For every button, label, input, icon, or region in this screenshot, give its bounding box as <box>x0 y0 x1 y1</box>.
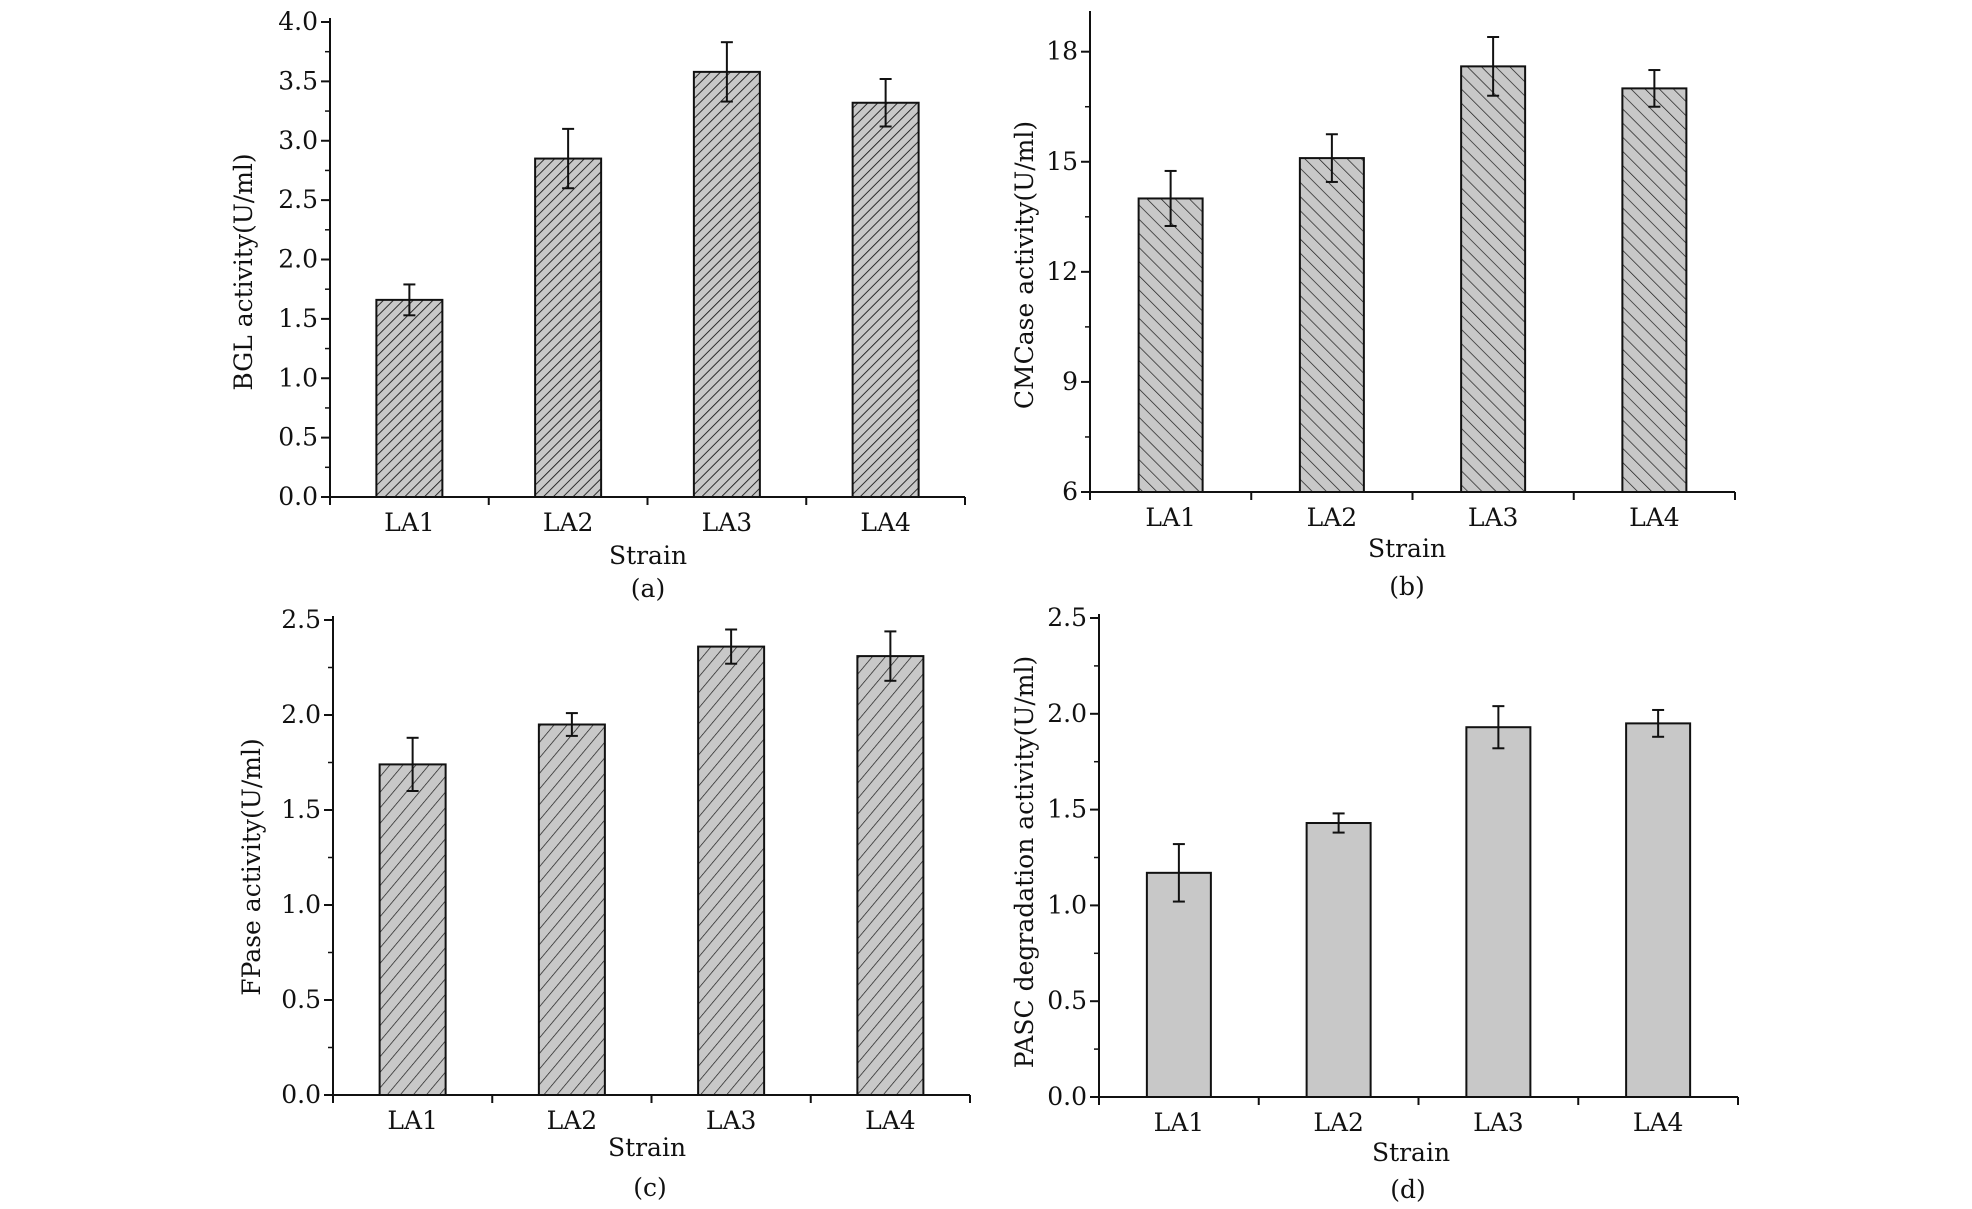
panel-d-panel-label: (d) <box>1390 1175 1426 1204</box>
panel-c-errorbars <box>406 628 897 792</box>
panel-b-bar-la3 <box>1460 65 1527 493</box>
panel-c-bar-la2 <box>537 723 606 1096</box>
panel-b-ytick-label: 12 <box>1046 257 1078 286</box>
panel-d-bars <box>1145 722 1692 1099</box>
panel-d-category-label: LA2 <box>1313 1108 1364 1137</box>
panel-c-ytick-label: 1.0 <box>281 890 321 919</box>
panel-b-errorbars <box>1164 36 1661 227</box>
panel-a-panel-label: (a) <box>631 574 665 603</box>
panel-b-xticks: LA1 LA2 LA3 LA4 <box>1089 492 1736 532</box>
panel-c-ytick-label: 0.0 <box>281 1080 321 1109</box>
panel-d-ytick-label: 2.0 <box>1047 699 1087 728</box>
panel-a-ylabel: BGL activity(U/ml) <box>229 153 258 390</box>
panel-c-ytick-label: 1.5 <box>281 795 321 824</box>
panel-d-category-label: LA4 <box>1633 1108 1684 1137</box>
panel-a-ytick-label: 2.0 <box>278 245 318 274</box>
panel-b-bar-la1 <box>1137 197 1204 493</box>
panel-b-category-label: LA1 <box>1145 503 1196 532</box>
panel-d-ytick-label: 0.0 <box>1047 1082 1087 1111</box>
panel-b-xlabel: Strain <box>1368 534 1446 563</box>
panel-a-xticks: LA1 LA2 LA3 LA4 <box>329 497 966 537</box>
panel-b-category-label: LA3 <box>1468 503 1519 532</box>
panel-d-bar-la1 <box>1145 871 1212 1098</box>
panel-a-ytick-label: 3.0 <box>278 126 318 155</box>
panel-d-xlabel: Strain <box>1372 1138 1450 1167</box>
panel-d-bar-la3 <box>1465 726 1532 1098</box>
panel-c-xlabel: Strain <box>608 1133 686 1162</box>
panel-c-bar-la4 <box>856 655 925 1096</box>
panel-b-bars <box>1137 65 1688 493</box>
panel-d-category-label: LA3 <box>1473 1108 1524 1137</box>
panel-d-bar-la4 <box>1625 722 1692 1098</box>
panel-a-bar-la3 <box>692 70 761 498</box>
panel-b: 6 9 12 15 18 LA1 LA2 LA3 LA4 Strain CMCase acti… <box>1010 11 1736 601</box>
panel-a-bar-la4 <box>851 101 920 498</box>
panel-a-category-label: LA3 <box>702 508 753 537</box>
panel-d-ytick-label: 1.0 <box>1047 890 1087 919</box>
panel-a-ytick-label: 4.0 <box>278 7 318 36</box>
panel-a-ytick-label: 0.0 <box>278 482 318 511</box>
panel-c-ytick-label: 2.5 <box>281 605 321 634</box>
panel-a-ytick-label: 2.5 <box>278 185 318 214</box>
panel-a-ytick-label: 3.5 <box>278 66 318 95</box>
panel-b-ytick-label: 18 <box>1046 37 1078 66</box>
panel-c-panel-label: (c) <box>633 1173 667 1202</box>
panel-d-bar-la2 <box>1305 822 1372 1099</box>
panel-c-category-label: LA4 <box>865 1106 916 1135</box>
panel-a-category-label: LA1 <box>384 508 435 537</box>
panel-c-category-label: LA3 <box>706 1106 757 1135</box>
panel-b-ytick-label: 6 <box>1062 477 1078 506</box>
panel-d-errorbars <box>1172 705 1665 903</box>
panel-b-panel-label: (b) <box>1389 572 1425 601</box>
panel-b-ytick-label: 15 <box>1046 147 1078 176</box>
panel-b-category-label: LA2 <box>1307 503 1358 532</box>
panel-a: 0.0 0.5 1.0 1.5 2.0 2.5 3.0 3.5 4.0 LA1 LA2 LA3 LA4… <box>229 7 966 603</box>
panel-a-ytick-label: 0.5 <box>278 423 318 452</box>
panel-b-category-label: LA4 <box>1629 503 1680 532</box>
panel-a-bars <box>375 70 920 498</box>
panel-c-ytick-label: 2.0 <box>281 700 321 729</box>
panel-a-category-label: LA2 <box>543 508 594 537</box>
panel-c-ytick-label: 0.5 <box>281 985 321 1014</box>
panel-b-ylabel: CMCase activity(U/ml) <box>1010 121 1039 409</box>
panel-d-category-label: LA1 <box>1154 1108 1205 1137</box>
panel-a-bar-la1 <box>375 298 444 498</box>
panel-d-yticks: 0.0 0.5 1.0 1.5 2.0 2.5 <box>1047 603 1099 1111</box>
panel-a-ytick-label: 1.0 <box>278 363 318 392</box>
panel-a-ytick-label: 1.5 <box>278 304 318 333</box>
panel-d-ytick-label: 2.5 <box>1047 603 1087 632</box>
panel-c: 0.0 0.5 1.0 1.5 2.0 2.5 LA1 LA2 LA3 LA4 Strain F… <box>237 605 971 1202</box>
panel-d-ylabel: PASC degradation activity(U/ml) <box>1010 656 1039 1068</box>
panel-c-category-label: LA2 <box>547 1106 598 1135</box>
panel-d-ytick-label: 1.5 <box>1047 795 1087 824</box>
panel-d-xticks: LA1 LA2 LA3 LA4 <box>1098 1097 1739 1137</box>
panel-c-yticks: 0.0 0.5 1.0 1.5 2.0 2.5 <box>281 605 333 1109</box>
panel-c-ylabel: FPase activity(U/ml) <box>237 738 266 995</box>
panel-c-bar-la3 <box>697 645 766 1096</box>
panel-c-category-label: LA1 <box>387 1106 438 1135</box>
panel-a-category-label: LA4 <box>860 508 911 537</box>
panel-a-bar-la2 <box>534 157 603 498</box>
panel-d-ytick-label: 0.5 <box>1047 986 1087 1015</box>
panel-c-xticks: LA1 LA2 LA3 LA4 <box>332 1095 971 1135</box>
panel-c-bar-la1 <box>378 763 447 1097</box>
panel-b-ytick-label: 9 <box>1062 367 1078 396</box>
panel-b-bar-la4 <box>1621 87 1688 493</box>
panel-d: 0.0 0.5 1.0 1.5 2.0 2.5 LA1 LA2 LA3 LA4 Strain P… <box>1010 603 1739 1204</box>
panel-b-yticks: 6 9 12 15 18 <box>1046 37 1090 506</box>
panel-a-xlabel: Strain <box>609 541 687 570</box>
panel-a-yticks: 0.0 0.5 1.0 1.5 2.0 2.5 3.0 3.5 4.0 <box>278 7 330 511</box>
panel-b-bar-la2 <box>1298 157 1365 493</box>
panel-c-bars <box>378 645 925 1097</box>
panel-a-errorbars <box>403 41 892 317</box>
